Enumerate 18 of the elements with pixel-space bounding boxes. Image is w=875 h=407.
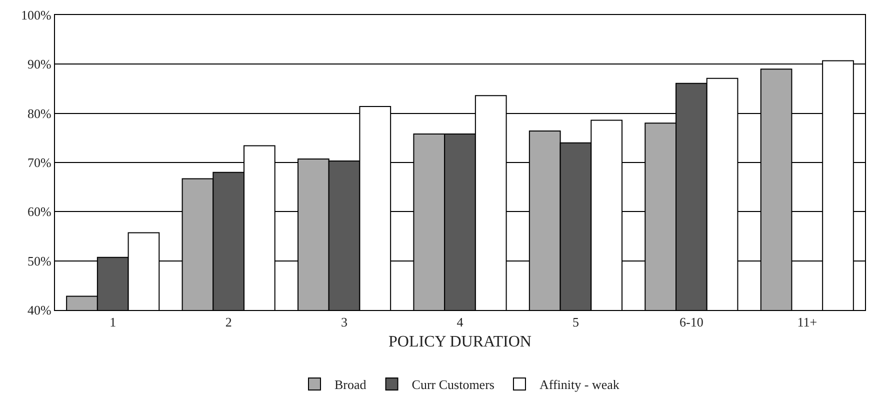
x-tick-label: 1	[110, 314, 116, 330]
x-tick-label: 11+	[797, 314, 818, 330]
x-tick-label: 4	[456, 314, 464, 330]
y-tick-label: 50%	[28, 253, 52, 268]
y-tick-label: 70%	[28, 155, 52, 170]
y-tick-label: 80%	[28, 106, 52, 121]
legend-label: Curr Customers	[412, 377, 494, 392]
legend-label: Broad	[334, 377, 367, 392]
y-tick-label: 90%	[28, 56, 52, 72]
x-tick-label: 6-10	[680, 314, 704, 330]
y-tick-label: 100%	[21, 8, 52, 23]
x-axis-title: POLICY DURATION	[388, 333, 532, 350]
y-tick-label: 40%	[28, 302, 52, 318]
y-tick-label: 60%	[28, 204, 52, 220]
x-tick-label: 3	[341, 314, 348, 330]
x-tick-label: 5	[572, 314, 579, 330]
legend-label: Affinity - weak	[539, 377, 620, 392]
x-tick-label: 2	[225, 314, 232, 330]
